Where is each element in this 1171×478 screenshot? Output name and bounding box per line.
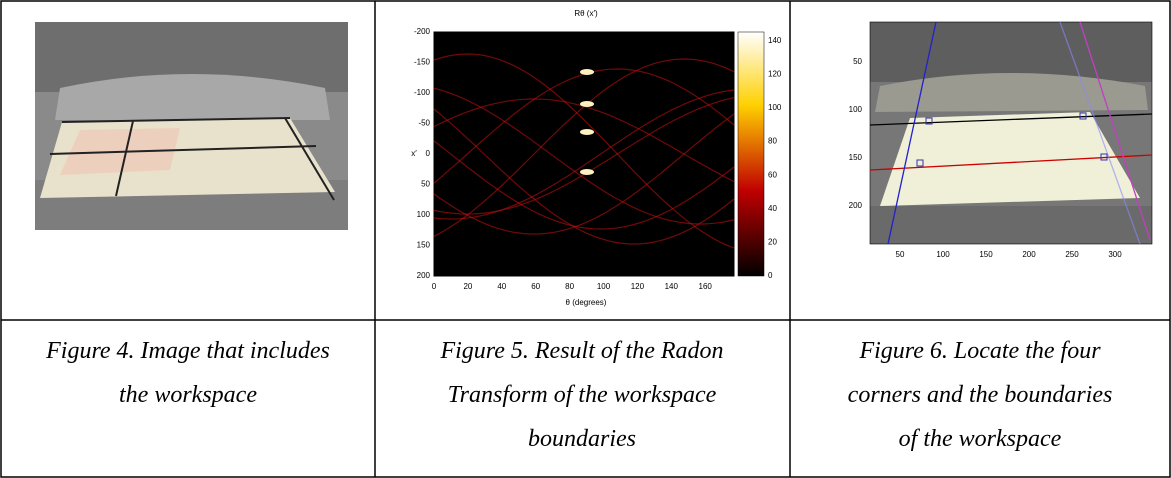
x-tick-label: 300	[1108, 250, 1122, 259]
caption-line: Transform of the workspace	[448, 382, 717, 408]
colorbar-tick-label: 120	[768, 70, 782, 79]
caption-line: the workspace	[119, 382, 257, 408]
y-tick-label: 50	[421, 180, 430, 189]
radon-peak	[580, 101, 594, 107]
y-tick-label: 50	[853, 57, 862, 66]
x-tick-label: 100	[597, 282, 611, 291]
x-tick-label: 60	[531, 282, 540, 291]
colorbar-tick-label: 60	[768, 170, 777, 179]
x-tick-label: 0	[432, 282, 437, 291]
radon-peak	[580, 169, 594, 175]
caption-line: boundaries	[528, 426, 636, 452]
y-tick-label: 150	[417, 241, 431, 250]
caption-line: Figure 5. Result of the Radon	[439, 338, 723, 364]
caption-line: of the workspace	[899, 426, 1062, 452]
radon-peak	[580, 129, 594, 135]
colorbar-tick-label: 0	[768, 271, 773, 280]
y-tick-label: 200	[417, 271, 431, 280]
x-tick-label: 160	[699, 282, 713, 291]
x-tick-label: 80	[565, 282, 574, 291]
x-tick-label: 40	[497, 282, 506, 291]
page: Rθ (x′) x′ θ (degrees) Figure 4. Image t…	[0, 0, 1171, 478]
colorbar-tick-label: 140	[768, 36, 782, 45]
x-tick-label: 200	[1022, 250, 1036, 259]
caption-line: Figure 4. Image that includes	[45, 338, 330, 364]
x-tick-label: 50	[896, 250, 905, 259]
colorbar-tick-label: 80	[768, 137, 777, 146]
x-tick-label: 20	[463, 282, 472, 291]
y-tick-label: -50	[418, 119, 430, 128]
y-tick-label: 100	[849, 105, 863, 114]
colorbar-tick-label: 40	[768, 204, 777, 213]
plot-title: Rθ (x′)	[574, 9, 598, 18]
caption-line: corners and the boundaries	[848, 382, 1113, 408]
caption-line: Figure 6. Locate the four	[858, 338, 1101, 364]
y-tick-label: 0	[426, 149, 431, 158]
y-tick-label: 150	[849, 153, 863, 162]
colorbar-tick-label: 100	[768, 103, 782, 112]
figure-4-image	[35, 22, 348, 230]
figure-6-image	[870, 22, 1152, 244]
x-tick-label: 140	[665, 282, 679, 291]
y-tick-label: -150	[414, 58, 431, 67]
x-tick-label: 100	[936, 250, 950, 259]
figure-5-plot: Rθ (x′) x′ θ (degrees)	[411, 9, 764, 307]
y-tick-label: -200	[414, 27, 431, 36]
colorbar-tick-label: 20	[768, 238, 777, 247]
x-tick-label: 120	[631, 282, 645, 291]
x-label: θ (degrees)	[566, 298, 607, 307]
y-label: x′	[411, 149, 417, 158]
y-tick-label: 100	[417, 210, 431, 219]
radon-peak	[580, 69, 594, 75]
x-tick-label: 150	[979, 250, 993, 259]
y-tick-label: -100	[414, 88, 431, 97]
x-tick-label: 250	[1065, 250, 1079, 259]
y-tick-label: 200	[849, 201, 863, 210]
